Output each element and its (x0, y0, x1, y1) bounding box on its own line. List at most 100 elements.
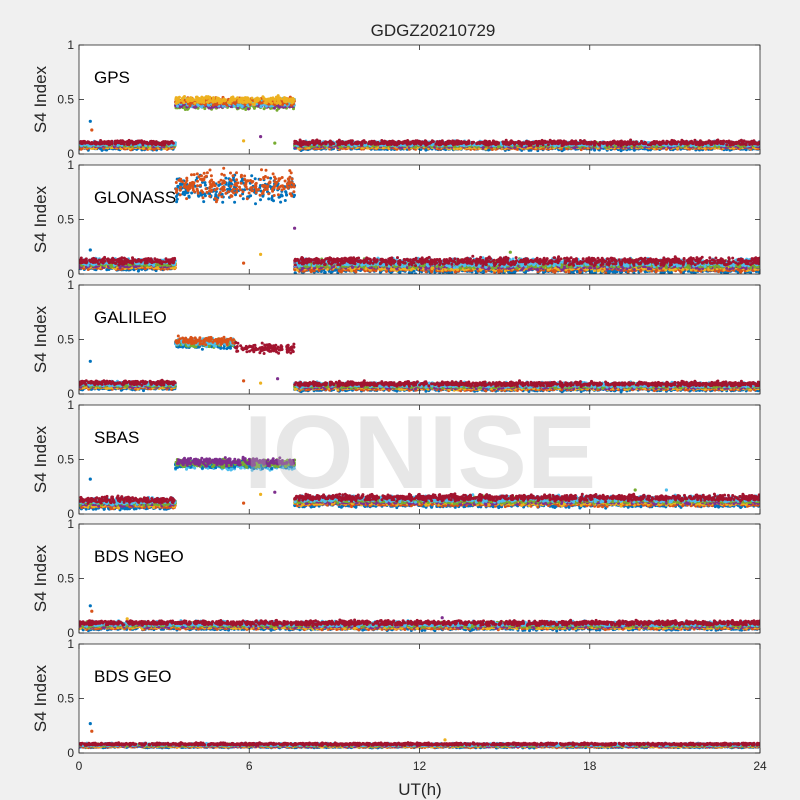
data-point (249, 100, 253, 104)
data-point (200, 95, 204, 99)
data-point (160, 143, 164, 147)
data-point (110, 142, 114, 146)
data-point (183, 108, 187, 111)
data-point (102, 141, 106, 145)
data-point (110, 139, 114, 143)
data-point (237, 100, 241, 104)
data-point (203, 103, 207, 107)
data-point (208, 95, 212, 99)
data-point (152, 139, 155, 143)
data-point (232, 101, 236, 105)
data-point (207, 103, 211, 107)
data-point (215, 98, 219, 102)
data-point (113, 142, 117, 146)
data-point (115, 140, 119, 144)
data-point (97, 141, 101, 145)
data-point (154, 143, 158, 147)
data-point (256, 99, 260, 103)
data-point (180, 99, 184, 102)
data-point (277, 97, 281, 101)
data-point (211, 103, 215, 107)
data-point (241, 96, 245, 100)
data-point (145, 141, 149, 145)
data-point (192, 105, 195, 109)
data-point (201, 99, 205, 103)
data-point (261, 95, 265, 99)
data-point (276, 101, 280, 105)
data-point (208, 98, 212, 102)
data-point (264, 98, 268, 102)
data-point (284, 96, 288, 100)
data-point (89, 142, 93, 146)
data-point (167, 140, 171, 144)
data-point (175, 97, 179, 101)
data-point (100, 148, 104, 152)
data-point (199, 99, 203, 102)
data-point (180, 105, 184, 108)
figure-title: GDGZ20210729 (371, 21, 496, 40)
data-point (203, 107, 207, 111)
data-point (285, 99, 289, 103)
data-point (121, 139, 124, 143)
data-point (79, 140, 83, 143)
data-point (289, 103, 293, 107)
data-point (176, 104, 179, 108)
data-point (93, 141, 97, 145)
data-point (264, 104, 268, 108)
data-point (247, 107, 250, 111)
data-point (183, 95, 186, 98)
data-point (202, 96, 206, 100)
data-point (193, 101, 197, 105)
data-point (233, 97, 237, 101)
data-point (245, 99, 249, 103)
data-point (253, 98, 257, 102)
data-point (156, 142, 160, 146)
data-point (105, 142, 109, 145)
data-point (292, 98, 296, 102)
data-point (270, 97, 274, 101)
data-point (245, 96, 249, 100)
data-point (136, 140, 140, 144)
data-point (177, 95, 181, 99)
data-point (214, 102, 218, 106)
data-point (99, 139, 103, 142)
data-point (196, 100, 200, 104)
data-point (126, 142, 130, 146)
data-point (268, 98, 272, 102)
data-point (149, 142, 153, 145)
data-point (195, 95, 199, 99)
data-point (288, 97, 292, 101)
data-point (212, 96, 215, 100)
data-point (263, 101, 267, 105)
data-point (255, 96, 259, 100)
data-point (163, 140, 167, 144)
scatter-points (79, 94, 760, 153)
data-point (224, 102, 227, 106)
data-point (251, 102, 255, 106)
data-point (259, 101, 263, 105)
data-point (221, 104, 225, 108)
data-point (86, 140, 89, 144)
data-point (132, 142, 136, 146)
data-point (200, 105, 204, 109)
data-point (230, 99, 234, 103)
data-point (186, 107, 189, 111)
data-point (230, 96, 234, 100)
data-point (160, 140, 164, 144)
data-point (185, 97, 189, 101)
data-point (189, 101, 193, 105)
data-point (250, 96, 254, 100)
data-point (196, 98, 200, 102)
data-point (191, 97, 195, 101)
data-point (236, 96, 239, 100)
data-point (138, 143, 142, 147)
data-point (140, 139, 144, 143)
data-point (290, 101, 294, 105)
data-point (182, 101, 186, 105)
data-point (279, 97, 283, 101)
data-point (223, 99, 226, 103)
data-point (220, 100, 223, 103)
